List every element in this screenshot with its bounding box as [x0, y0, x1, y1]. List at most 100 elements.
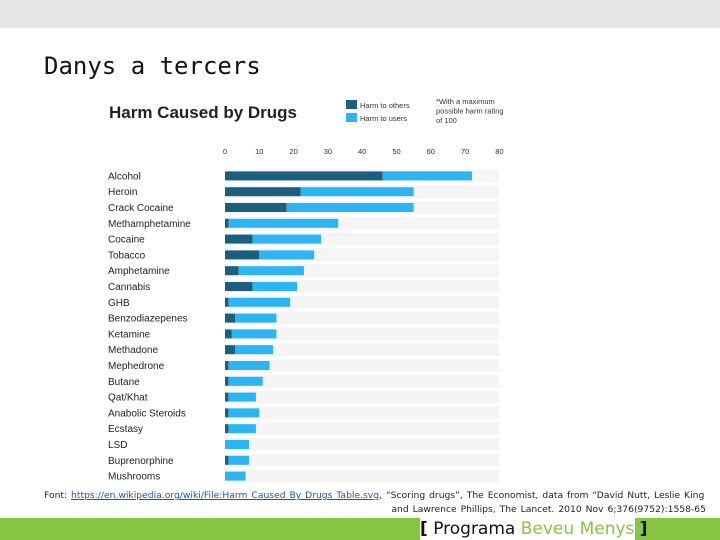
category-label: Qat/Khat — [108, 393, 148, 404]
category-label: Mushrooms — [108, 472, 160, 483]
bar-harm-to-others — [225, 392, 229, 402]
bar-harm-to-users — [225, 440, 250, 449]
bar-harm-to-users — [228, 376, 263, 386]
category-label: Crack Cocaine — [108, 203, 174, 214]
bar-harm-to-others — [225, 424, 229, 434]
bar-harm-to-others — [225, 203, 287, 212]
source-rest: , “Scoring drugs”, The Economist, data f… — [379, 490, 705, 501]
bar-harm-to-users — [252, 282, 298, 291]
bar-harm-to-users — [228, 455, 250, 465]
bar-harm-to-users — [252, 234, 322, 244]
slide-title: Danys a tercers — [44, 52, 261, 80]
bar-harm-to-others — [225, 345, 236, 355]
brand-word-beveu-menys: Beveu Menys — [520, 519, 635, 539]
row-background — [225, 453, 500, 467]
brand-bracket-open: [ — [420, 519, 428, 539]
category-label: Tobacco — [108, 250, 146, 261]
row-background — [225, 311, 500, 325]
category-label: Heroin — [108, 187, 137, 198]
x-tick-label: 0 — [223, 147, 227, 156]
bar-harm-to-others — [225, 455, 229, 465]
x-tick-label: 30 — [324, 147, 332, 156]
x-axis-ticks: 0 10 20 30 40 50 60 70 80 — [223, 147, 504, 156]
chart-note: *With a maximum possible harm rating of 10… — [436, 97, 504, 125]
brand-word-programa: Programa — [433, 519, 516, 539]
bar-harm-to-users — [382, 171, 472, 181]
bar-harm-to-users — [235, 313, 277, 323]
category-label: Methadone — [108, 345, 158, 356]
x-tick-label: 20 — [289, 147, 297, 156]
bar-harm-to-users — [228, 361, 270, 370]
bar-harm-to-others — [225, 297, 229, 307]
category-label: LSD — [108, 440, 127, 451]
bar-harm-to-users — [235, 345, 274, 355]
row-background — [225, 469, 500, 483]
category-label: Ecstasy — [108, 424, 143, 435]
bar-harm-to-users — [228, 218, 339, 228]
legend-label: Harm to others — [360, 101, 410, 110]
bar-harm-to-users — [228, 424, 256, 434]
x-tick-label: 60 — [427, 147, 435, 156]
category-label: Cocaine — [108, 235, 145, 246]
source-prefix: Font: — [44, 490, 72, 501]
x-tick-label: 50 — [392, 147, 400, 156]
bar-harm-to-users — [228, 408, 260, 418]
bar-harm-to-others — [225, 282, 253, 291]
bar-harm-to-users — [286, 203, 414, 212]
bar-harm-to-others — [225, 408, 229, 418]
bar-harm-to-users — [300, 187, 414, 197]
top-bar — [0, 0, 720, 28]
bar-harm-to-others — [225, 361, 229, 370]
category-label: Alcohol — [108, 171, 141, 182]
bar-harm-to-others — [225, 187, 301, 197]
bar-harm-to-users — [231, 329, 277, 339]
bar-harm-to-others — [225, 376, 229, 386]
bar-harm-to-others — [225, 171, 383, 181]
category-label: Cannabis — [108, 282, 150, 293]
bar-harm-to-users — [228, 392, 256, 402]
source-link[interactable]: https://en.wikipedia.org/wiki/File:Harm … — [71, 490, 380, 501]
category-label: Buprenorphine — [108, 456, 174, 467]
legend-swatch — [346, 113, 357, 122]
bar-rows: Alcohol Heroin Crack Cocaine Methamphetamin… — [108, 169, 500, 483]
legend-label: Harm to users — [360, 114, 407, 123]
category-label: Amphetamine — [108, 266, 170, 277]
bar-harm-to-others — [225, 250, 260, 260]
row-background — [225, 295, 500, 309]
row-background — [225, 438, 500, 451]
bar-harm-to-others — [225, 218, 229, 228]
legend: Harm to others Harm to users — [346, 100, 410, 123]
row-background — [225, 406, 500, 420]
category-label: Ketamine — [108, 329, 151, 340]
bar-harm-to-others — [225, 313, 236, 323]
brand-bracket-close: ] — [639, 519, 648, 539]
row-background — [225, 343, 500, 357]
row-background — [225, 327, 500, 341]
bar-harm-to-others — [225, 266, 239, 276]
source-line2: and Lawrence Phillips, The Lancet. 2010 … — [391, 504, 706, 515]
bar-harm-to-others — [225, 234, 253, 244]
bar-harm-to-users — [228, 297, 291, 307]
row-background — [225, 422, 500, 436]
bar-harm-to-users — [238, 266, 304, 276]
x-tick-label: 10 — [255, 147, 263, 156]
category-label: Butane — [108, 377, 140, 388]
row-background — [225, 374, 500, 388]
bar-harm-to-others — [225, 329, 232, 339]
source-citation: Font: https://en.wikipedia.org/wiki/File… — [44, 489, 706, 517]
brand-logo: [ Programa Beveu Menys ] — [420, 518, 648, 540]
x-tick-label: 40 — [358, 147, 366, 156]
chart-title: Harm Caused by Drugs — [109, 103, 297, 122]
legend-swatch — [346, 100, 357, 109]
category-label: Methamphetamine — [108, 219, 191, 230]
category-label: Benzodiazepenes — [108, 314, 188, 325]
x-tick-label: 80 — [495, 147, 503, 156]
row-background — [225, 390, 500, 404]
x-tick-label: 70 — [461, 147, 469, 156]
category-label: Mephedrone — [108, 361, 165, 372]
category-label: GHB — [108, 298, 130, 309]
bar-harm-to-users — [259, 250, 315, 260]
bar-harm-to-users — [225, 471, 246, 481]
row-background — [225, 359, 500, 372]
